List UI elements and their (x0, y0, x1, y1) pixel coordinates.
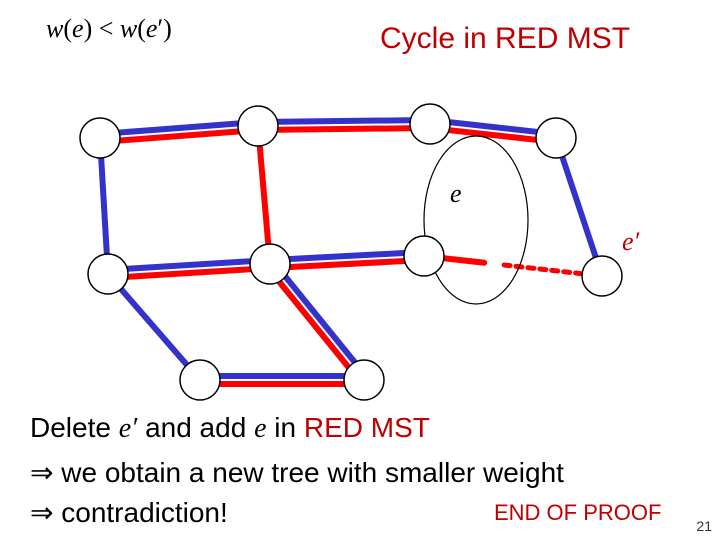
graph-labels: e e′ (450, 179, 640, 256)
ineq-p3: ( (137, 14, 146, 43)
ineq-e1: e (72, 14, 84, 43)
end-of-proof: END OF PROOF (494, 500, 661, 526)
page-number: 21 (696, 518, 712, 534)
ineq-lt: < (92, 14, 120, 43)
ineq-p2: ) (84, 14, 93, 43)
arrow-icon: ⇒ (30, 458, 53, 489)
and-add: and add (145, 412, 254, 443)
implication-1: ⇒ we obtain a new tree with smaller weig… (30, 456, 564, 490)
implication-2-text: contradiction! (53, 497, 227, 528)
delete-word: Delete (30, 412, 119, 443)
implication-2: ⇒ contradiction! (30, 496, 228, 530)
ineq-w1: w (46, 14, 63, 43)
red-mst: RED MST (304, 412, 430, 443)
in-word: in (274, 412, 304, 443)
svg-text:e: e (450, 179, 462, 208)
svg-text:e′: e′ (622, 227, 640, 256)
inequality: w(e) < w(e′) (46, 14, 172, 44)
prime-mark: ′ (131, 413, 137, 444)
e-prime-sym: e′ (119, 413, 138, 444)
cycle-loop (424, 136, 528, 304)
implication-1-text: we obtain a new tree with smaller weight (53, 457, 563, 488)
eprime-edge (444, 258, 582, 274)
ineq-p1: ( (63, 14, 72, 43)
ineq-p4: ) (163, 14, 172, 43)
blue-edges (101, 120, 596, 376)
ineq-w2: w (120, 14, 137, 43)
delete-line: Delete e′ and add e in RED MST (30, 412, 430, 445)
ineq-e2: e (146, 14, 158, 43)
e-sym: e (254, 413, 266, 444)
e-letter: e (119, 413, 131, 444)
slide-title: Cycle in RED MST (380, 22, 630, 56)
arrow-icon: ⇒ (30, 498, 53, 529)
